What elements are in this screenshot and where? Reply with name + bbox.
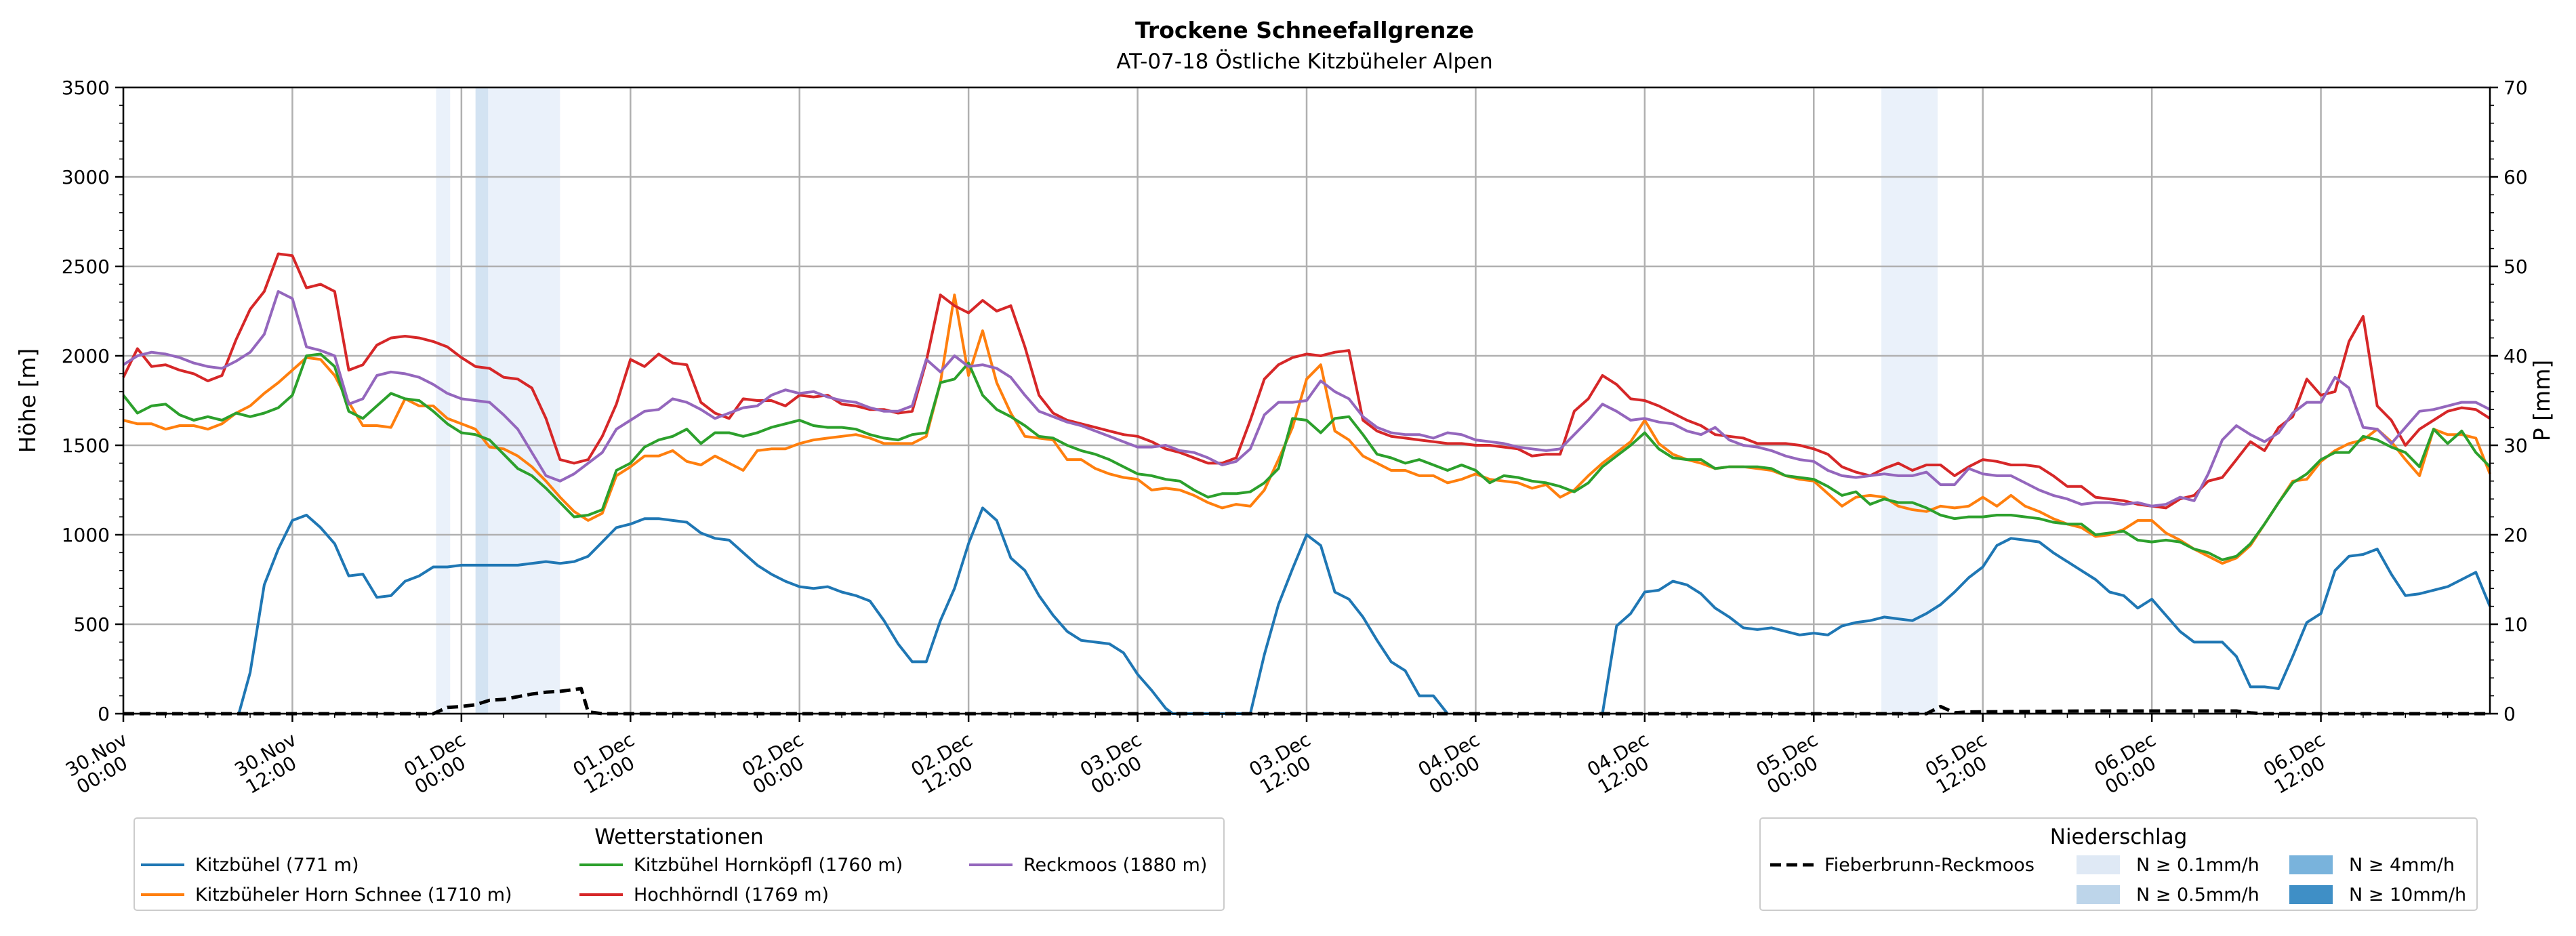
series-line-fieberbrunn-reckmoos <box>123 687 2490 716</box>
legend-precip-label: N ≥ 10mm/h <box>2349 884 2466 906</box>
y-tick-label-0: 0 <box>98 703 110 725</box>
y2-axis-label: P [mm] <box>2529 360 2555 441</box>
legend-precip-label: N ≥ 4mm/h <box>2349 855 2455 876</box>
legend-precip-swatch <box>2289 855 2333 874</box>
y2-tick-label-5: 50 <box>2503 256 2528 278</box>
y-axis-ticks: 0 500 1000 1500 2000 2500 3000 3500 <box>62 77 123 725</box>
y2-tick-label-3: 30 <box>2503 434 2528 457</box>
y-axis-label: Höhe [m] <box>14 348 41 453</box>
legend-precip-level-2: N ≥ 4mm/h <box>2289 855 2455 876</box>
legend-precip-swatch <box>2077 885 2120 904</box>
legend-precip: Niederschlag Fieberbrunn-Reckmoos N ≥ 0.… <box>1759 817 2478 911</box>
y-tick-label-1: 500 <box>74 613 110 636</box>
y-tick-label-6: 3000 <box>62 166 110 188</box>
y2-tick-label-6: 60 <box>2503 166 2528 188</box>
legend-stations: Wetterstationen Kitzbühel (771 m)Kitzbüh… <box>134 817 1225 911</box>
precip-bands <box>436 87 1938 714</box>
legend-stations-title: Wetterstationen <box>594 825 763 849</box>
y2-tick-label-0: 0 <box>2503 703 2516 725</box>
y-tick-label-5: 2500 <box>62 256 110 278</box>
precip-band-3 <box>1881 87 1938 714</box>
legend-label: Kitzbüheler Horn Schnee (1710 m) <box>195 884 512 906</box>
legend-label: Hochhörndl (1769 m) <box>634 884 829 906</box>
y2-tick-label-2: 20 <box>2503 524 2528 546</box>
series-line-kitzbuhel-hornkopfl-1760-m <box>122 352 2491 561</box>
legend-label: Kitzbühel Hornköpfl (1760 m) <box>634 855 903 876</box>
series-line-kitzbuheler-horn-schnee-1710-m <box>123 293 2491 565</box>
series-line-reckmoos-1880-m <box>122 290 2491 508</box>
series-lines <box>122 252 2491 716</box>
chart-title: Trockene Schneefallgrenze <box>1135 17 1474 43</box>
series-line-kitzbuhel-771-m <box>237 506 2491 715</box>
legend-precip-title: Niederschlag <box>2050 825 2188 849</box>
legend-stations-frame <box>134 817 1225 911</box>
legend-precip-label: N ≥ 0.1mm/h <box>2136 855 2260 876</box>
legend-entry-hochhorndl-1769-m: Hochhörndl (1769 m) <box>579 884 829 906</box>
legend-precip-label: N ≥ 0.5mm/h <box>2136 884 2260 906</box>
legend-entry-kitzbuhel-hornkopfl-1760-m: Kitzbühel Hornköpfl (1760 m) <box>579 855 903 876</box>
chart-subtitle: AT-07-18 Östliche Kitzbüheler Alpen <box>1116 49 1492 74</box>
precip-band-2 <box>488 87 560 714</box>
legend-entry-reckmoos-1880-m: Reckmoos (1880 m) <box>969 855 1207 876</box>
y-tick-label-3: 1500 <box>62 434 110 457</box>
y2-tick-label-1: 10 <box>2503 613 2528 636</box>
y2-axis-ticks: 0 10 20 30 40 50 60 70 <box>2490 77 2528 725</box>
legend-precip-level-0: N ≥ 0.1mm/h <box>2077 855 2260 876</box>
series-line-hochhorndl-1769-m <box>122 252 2491 510</box>
legend-stations-entries: Kitzbühel (771 m) Kitzbüheler Horn Schnee… <box>141 855 1207 906</box>
y-tick-label-2: 1000 <box>62 524 110 546</box>
legend-precip-level-3: N ≥ 10mm/h <box>2289 884 2466 906</box>
y-tick-label-7: 3500 <box>62 77 110 99</box>
legend-precip-swatch <box>2077 855 2120 874</box>
legend-precip-swatch <box>2289 885 2333 904</box>
legend-entry-kitzbuheler-horn-schnee-1710-m: Kitzbüheler Horn Schnee (1710 m) <box>141 884 512 906</box>
legend-precip-levels: N ≥ 0.1mm/h N ≥ 0.5mm/h N ≥ 4mm/h N ≥ 10mm/… <box>2077 855 2466 906</box>
legend-label: Reckmoos (1880 m) <box>1023 855 1207 876</box>
legend-entry-kitzbuhel-771-m: Kitzbühel (771 m) <box>141 855 359 876</box>
legend-precip-level-1: N ≥ 0.5mm/h <box>2077 884 2260 906</box>
legend-label: Kitzbühel (771 m) <box>195 855 359 876</box>
y2-tick-label-7: 70 <box>2503 77 2528 99</box>
legend-precip-line-label: Fieberbrunn-Reckmoos <box>1824 855 2035 876</box>
y-tick-label-4: 2000 <box>62 345 110 367</box>
y2-tick-label-4: 40 <box>2503 345 2528 367</box>
precip-band-0 <box>436 87 451 714</box>
